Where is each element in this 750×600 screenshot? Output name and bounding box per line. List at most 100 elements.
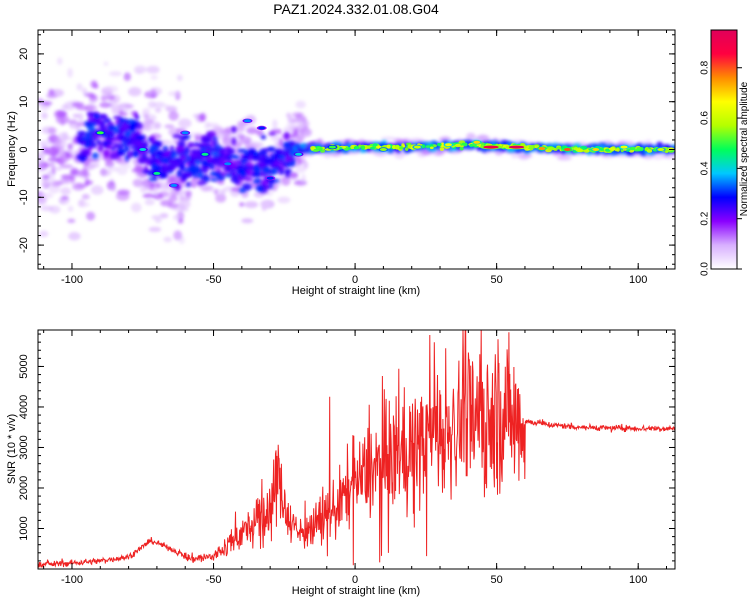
spectrogram-cell <box>77 130 87 136</box>
spectrogram-cell <box>159 173 168 178</box>
spectrogram-cell <box>255 170 260 178</box>
spectrogram-cell <box>202 165 209 174</box>
spectrogram-cell <box>177 218 184 224</box>
spectrogram-cell <box>77 172 90 177</box>
spectrogram-cell <box>199 112 207 122</box>
x-tick-label: -50 <box>206 574 222 586</box>
y-tick-label: 2000 <box>18 476 30 500</box>
spectrogram-cell <box>152 163 158 169</box>
spectrogram-cell <box>179 203 186 211</box>
spectrogram-cell <box>480 142 485 145</box>
spectrogram-cell <box>167 202 179 209</box>
colorbar-ticks: 0.0 0.2 0.4 0.6 0.8 <box>700 60 742 276</box>
spectrogram-cell <box>116 191 130 201</box>
spectrogram-cell <box>210 148 219 152</box>
spectrogram-cell <box>68 231 81 241</box>
spectrogram-cell <box>96 131 104 135</box>
spectrogram-cell <box>220 189 226 196</box>
spectrogram-cell <box>164 124 175 129</box>
colorbar-tick-label: 0.8 <box>700 60 711 74</box>
spectrogram-cell <box>283 127 290 133</box>
spectrogram-cell <box>70 167 79 176</box>
spectrogram-cell <box>260 134 267 140</box>
spectrogram-cell <box>429 146 434 150</box>
spectrogram-cell <box>148 177 158 181</box>
y-tick-label: 3000 <box>18 435 30 459</box>
spectrogram-cell <box>109 71 122 77</box>
spectrogram-cell <box>234 137 242 143</box>
spectrogram-cell <box>85 131 91 138</box>
spectrogram-cell <box>157 149 162 153</box>
spectrogram-cell <box>303 161 309 169</box>
spectrogram-cell <box>142 107 151 116</box>
spectrogram-cell <box>67 67 73 78</box>
colorbar-label: Normalized spectral amplitude <box>739 81 750 216</box>
spectrogram-cell <box>111 184 116 192</box>
spectrogram-cell <box>380 136 397 142</box>
spectrogram-cell <box>215 193 227 203</box>
spectrogram-cell <box>87 127 96 132</box>
spectrogram-cell <box>104 85 119 93</box>
spectrogram-cell <box>279 170 285 175</box>
x-tick-label: 0 <box>352 274 358 286</box>
spectrogram-cell <box>124 145 130 153</box>
spectrogram-cell <box>186 181 191 188</box>
spectrogram-cell <box>210 178 218 182</box>
spectrogram-cell <box>620 145 628 149</box>
spectrogram-cell <box>161 165 167 172</box>
spectrogram-cell <box>379 148 387 151</box>
spectrogram-cell <box>48 127 57 135</box>
spectrogram-cell <box>178 163 185 169</box>
spectrogram-cell <box>201 159 210 168</box>
spectrogram-frame <box>37 29 676 270</box>
spectrogram-cell <box>97 120 103 126</box>
spectrogram-cell <box>629 146 636 151</box>
spectrogram-cell <box>609 147 616 151</box>
spectrogram-cell <box>307 142 317 146</box>
spectrogram-y-axis-label: Frequency (Hz) <box>6 111 18 187</box>
spectrogram-cell <box>267 146 276 152</box>
spectrogram-cell <box>249 141 264 148</box>
spectrogram-cell <box>258 126 266 130</box>
spectrogram-cell <box>284 155 292 163</box>
spectrogram-cell <box>295 152 302 156</box>
spectrogram-cell <box>213 189 219 196</box>
colorbar-scale <box>710 29 738 270</box>
spectrogram-cell <box>39 230 49 238</box>
spectrogram-cell <box>150 153 158 158</box>
spectrogram-cell <box>168 91 180 97</box>
spectrogram-cell <box>201 152 209 156</box>
spectrogram-cell <box>161 157 169 163</box>
spectrogram-cell <box>310 146 317 150</box>
spectrogram-cell <box>168 195 178 202</box>
spectrogram-cell <box>360 145 366 150</box>
spectrogram-cell <box>318 147 323 152</box>
spectrogram-cell <box>370 146 375 150</box>
spectrogram-cell <box>133 65 147 74</box>
spectrogram-cell <box>205 147 211 154</box>
spectrogram-cell <box>304 148 312 153</box>
spectrogram-cell <box>83 141 91 149</box>
spectrogram-cell <box>224 162 232 166</box>
x-tick-label: -100 <box>61 274 83 286</box>
y-tick-label: -10 <box>18 189 30 205</box>
spectrogram-cell <box>227 148 235 155</box>
spectrogram-cell <box>197 180 207 186</box>
spectrogram-cell <box>168 158 179 165</box>
spectrogram-cell <box>130 202 142 213</box>
x-tick-label: -50 <box>206 274 222 286</box>
spectrogram-cell <box>149 87 162 96</box>
spectrogram-cell <box>88 104 98 112</box>
spectrogram-cell <box>440 142 445 147</box>
spectrogram-cell <box>76 121 88 127</box>
spectrogram-cell <box>211 139 216 147</box>
spectrogram-cell <box>189 152 199 159</box>
spectrogram-cell <box>239 136 252 144</box>
spectrogram-cell <box>67 218 76 224</box>
spectrogram-cell <box>175 146 184 150</box>
spectrogram-cell <box>123 72 131 81</box>
spectrogram-cell <box>67 143 74 150</box>
spectrogram-cell <box>168 111 179 121</box>
spectrogram-cell <box>662 152 675 160</box>
spectrogram-cell <box>636 147 643 151</box>
